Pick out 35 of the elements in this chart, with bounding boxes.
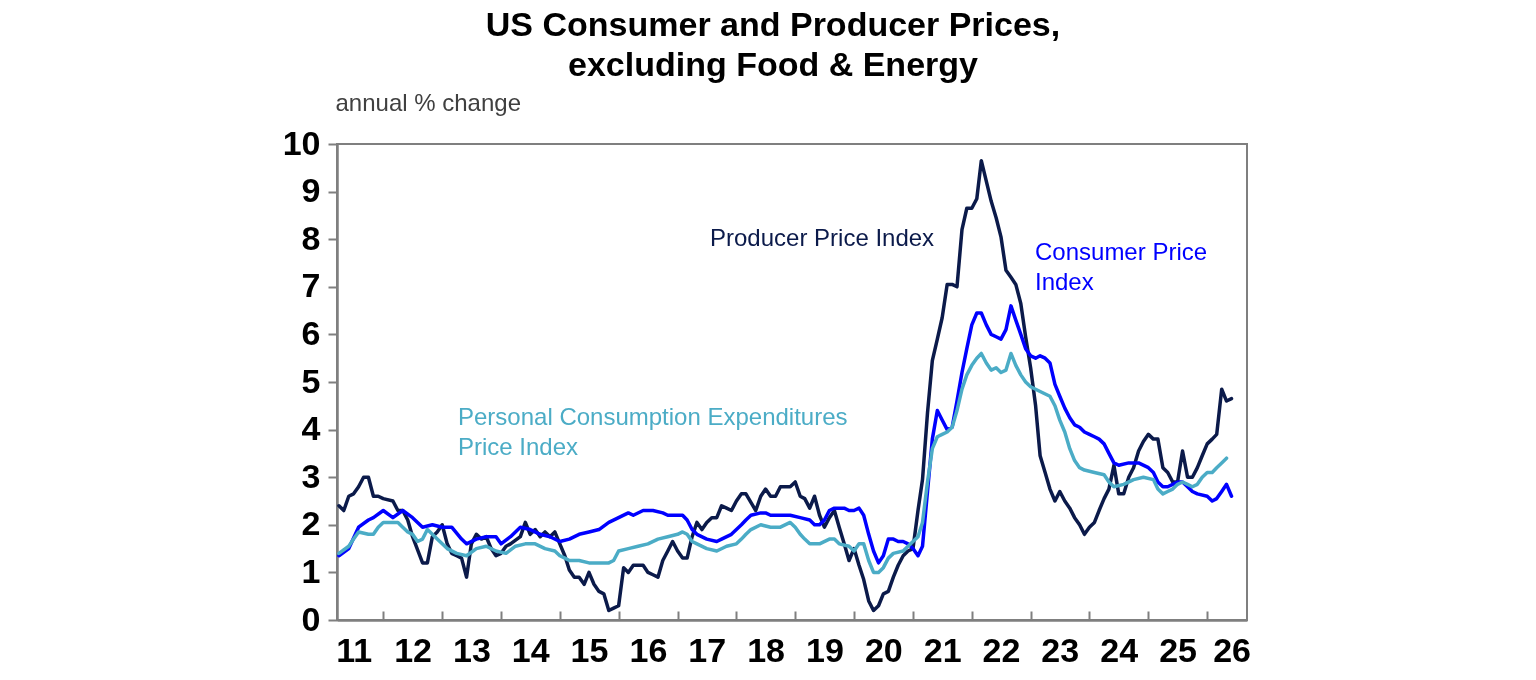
x-tick-label: 22 bbox=[982, 630, 1021, 669]
y-tick-label: 0 bbox=[301, 599, 321, 638]
x-tick-label: 24 bbox=[1100, 630, 1139, 669]
y-tick-label: 1 bbox=[301, 551, 321, 590]
line-series bbox=[337, 304, 1234, 565]
y-tick-label: 5 bbox=[301, 361, 321, 400]
y-tick-label: 4 bbox=[301, 409, 321, 448]
series-label: Consumer Price Index bbox=[1035, 238, 1208, 295]
x-tick-label: 17 bbox=[688, 630, 727, 669]
y-tick-label: 6 bbox=[301, 313, 321, 352]
x-tick-label: 21 bbox=[923, 630, 962, 669]
y-tick-label: 2 bbox=[301, 504, 321, 543]
x-tick-label: 26 bbox=[1213, 630, 1251, 669]
x-tick-label: 25 bbox=[1159, 630, 1197, 669]
y-tick-label: 9 bbox=[301, 171, 321, 210]
x-tick-label: 19 bbox=[805, 630, 844, 669]
y-axis-title: annual % change bbox=[335, 88, 521, 116]
y-tick-label: 3 bbox=[301, 456, 321, 495]
chart-title: US Consumer and Producer Prices, excluding Food & Energy bbox=[485, 5, 1061, 83]
x-tick-label: 15 bbox=[570, 630, 609, 669]
y-tick-label: 10 bbox=[282, 123, 321, 162]
x-tick-label: 16 bbox=[629, 630, 668, 669]
x-tick-label: 11 bbox=[336, 630, 373, 669]
series-label: Producer Price Index bbox=[710, 224, 935, 251]
y-tick-label: 8 bbox=[301, 218, 321, 257]
x-tick-label: 23 bbox=[1041, 630, 1080, 669]
x-tick-label: 20 bbox=[864, 630, 903, 669]
x-tick-label: 14 bbox=[511, 630, 550, 669]
text: Personal Consumption Expenditures Price Index bbox=[458, 403, 848, 460]
line-series bbox=[337, 351, 1229, 575]
line-series bbox=[337, 158, 1234, 613]
y-tick-label: 7 bbox=[301, 266, 321, 305]
x-tick-label: 12 bbox=[394, 630, 432, 669]
x-tick-label: 18 bbox=[747, 630, 785, 669]
x-tick-label: 13 bbox=[452, 630, 491, 669]
